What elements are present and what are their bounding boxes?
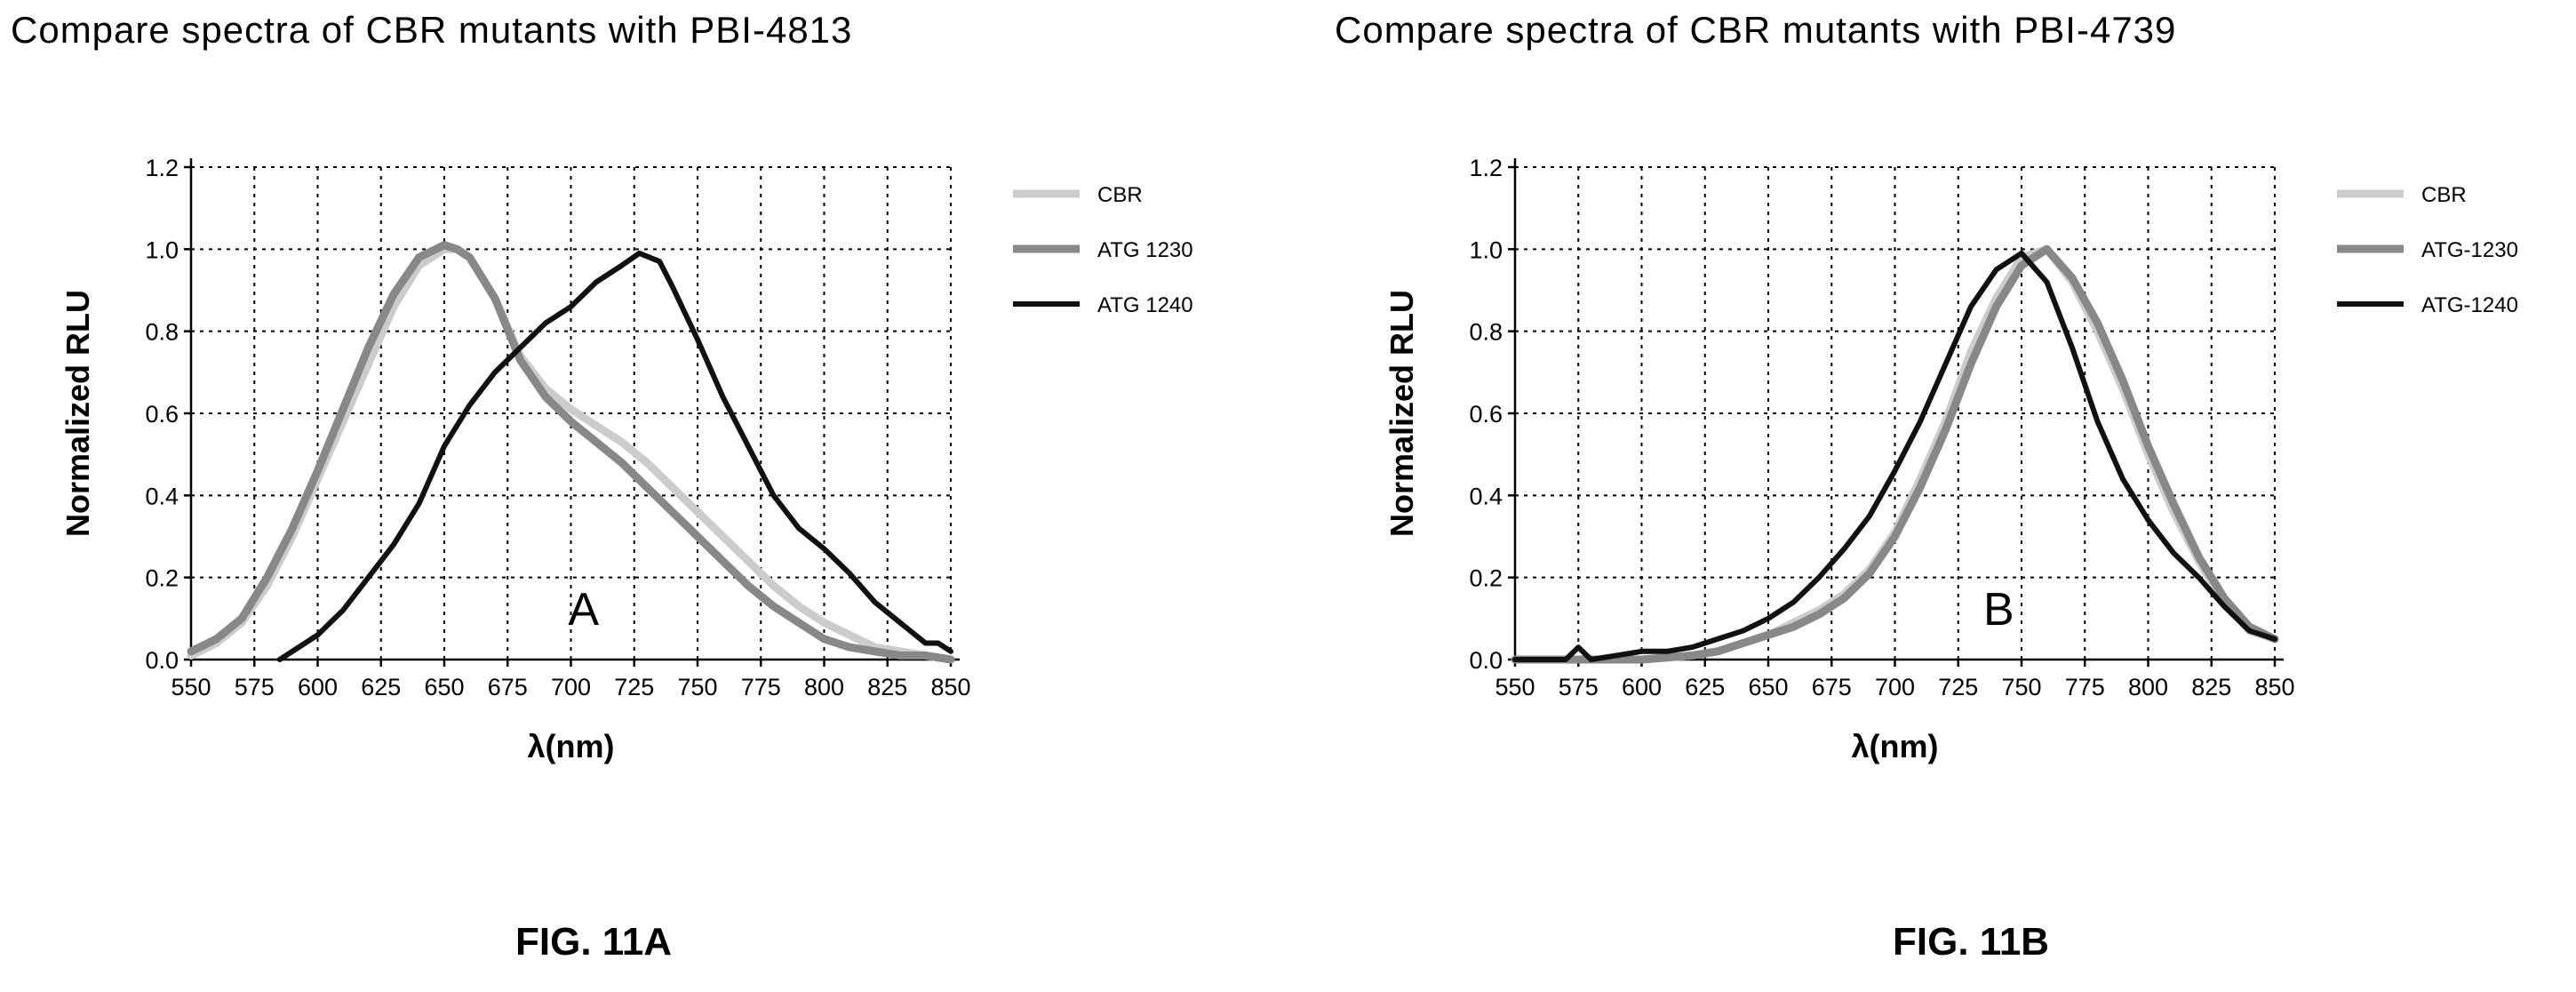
chart-title: Compare spectra of CBR mutants with PBI-… [1335, 9, 2177, 51]
x-tick-label: 850 [2254, 674, 2294, 700]
x-tick-label: 750 [677, 674, 717, 700]
chart-panel-a: Compare spectra of CBR mutants with PBI-… [11, 9, 1193, 964]
y-tick-label: 0.6 [1469, 401, 1503, 428]
grid [1514, 166, 2276, 660]
legend: CBR ATG 1230 ATG 1240 [1013, 183, 1193, 317]
legend-label: ATG 1240 [1097, 293, 1193, 317]
series-line-3 [276, 250, 953, 662]
x-tick-label: 675 [1812, 674, 1852, 700]
legend-label: ATG-1240 [2421, 293, 2518, 317]
y-tick-label: 0.4 [145, 483, 179, 509]
x-tick-label: 700 [1875, 674, 1915, 700]
y-tick-label: 0.4 [1469, 483, 1503, 509]
y-tick-label: 1.0 [145, 236, 179, 263]
x-tick-label: 850 [930, 674, 970, 700]
x-tick-label: 800 [2128, 674, 2168, 700]
chart-title: Compare spectra of CBR mutants with PBI-… [11, 9, 853, 51]
x-tick-label: 675 [488, 674, 528, 700]
x-tick-label: 550 [1495, 674, 1535, 700]
series-line-2 [187, 241, 955, 664]
x-tick-label: 650 [424, 674, 464, 700]
x-tick-label: 575 [235, 674, 275, 700]
legend-label: ATG 1230 [1097, 238, 1193, 262]
x-tick-label: 625 [1685, 674, 1725, 700]
legend-label: CBR [1097, 183, 1143, 207]
y-axis-label: Normalized RLU [1384, 290, 1420, 537]
panel-annotation: B [1983, 584, 2014, 636]
legend-label: CBR [2421, 183, 2467, 207]
x-axis-label: λ(nm) [528, 728, 615, 764]
x-tick-label: 775 [741, 674, 781, 700]
y-tick-label: 0.8 [1469, 319, 1503, 346]
figure-caption: FIG. 11B [1893, 920, 2050, 964]
y-tick-label: 0.2 [145, 565, 179, 592]
x-tick-label: 550 [171, 674, 211, 700]
legend: CBR ATG-1230 ATG-1240 [2337, 183, 2518, 317]
y-tick-label: 0.0 [145, 647, 179, 674]
x-tick-label: 825 [867, 674, 907, 700]
x-tick-label: 775 [2065, 674, 2105, 700]
x-tick-label: 800 [804, 674, 844, 700]
x-tick-label: 575 [1559, 674, 1599, 700]
legend-label: ATG-1230 [2421, 238, 2518, 262]
y-axis-label: Normalized RLU [60, 290, 96, 537]
x-tick-label: 825 [2191, 674, 2231, 700]
y-tick-label: 0.0 [1469, 647, 1503, 674]
x-tick-label: 600 [298, 674, 338, 700]
y-tick-label: 1.2 [1469, 155, 1503, 181]
x-tick-label: 650 [1748, 674, 1788, 700]
panel-annotation: A [568, 584, 599, 636]
y-tick-label: 0.2 [1469, 565, 1503, 592]
figure-caption: FIG. 11A [515, 920, 673, 964]
x-tick-label: 750 [2001, 674, 2041, 700]
chart-panel-b: Compare spectra of CBR mutants with PBI-… [1324, 0, 2576, 992]
y-tick-label: 0.6 [145, 401, 179, 428]
x-tick-label: 600 [1622, 674, 1662, 700]
x-tick-label: 700 [551, 674, 591, 700]
y-tick-label: 0.8 [145, 319, 179, 346]
series-line-3 [1512, 250, 2277, 662]
grid [190, 166, 952, 660]
y-tick-label: 1.0 [1469, 236, 1503, 263]
x-tick-label: 725 [1938, 674, 1978, 700]
x-tick-label: 625 [361, 674, 401, 700]
x-axis-label: λ(nm) [1852, 728, 1939, 764]
y-tick-label: 1.2 [145, 155, 179, 181]
series-line-2 [1511, 244, 2279, 664]
line-chart: 0.0 0.2 0.4 0.6 0.8 1.0 1.2 550 575 600 625 650 675 7… [60, 155, 1193, 764]
x-tick-label: 725 [614, 674, 654, 700]
line-chart: 0.0 0.2 0.4 0.6 0.8 1.0 1.2 550 575 600 625 650 675 7… [1384, 155, 2518, 764]
